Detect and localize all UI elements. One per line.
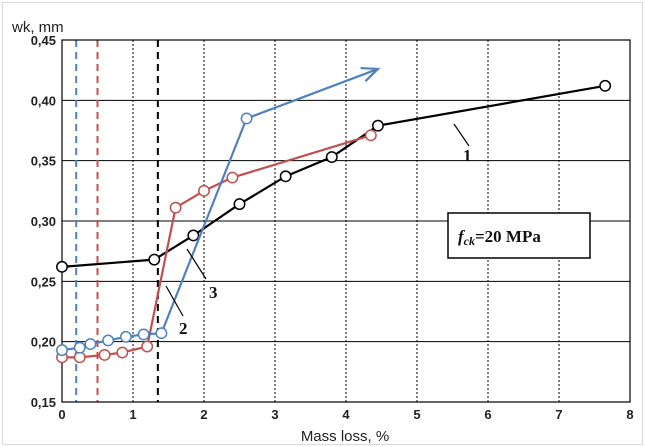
y-tick-label: 0,35 [31, 154, 56, 169]
x-tick-label: 3 [271, 407, 278, 422]
series-2-point [226, 171, 239, 184]
series-3-point [84, 338, 97, 351]
series-1-point [148, 253, 161, 266]
y-axis-title: wk, mm [11, 19, 64, 36]
x-tick-label: 5 [413, 407, 420, 422]
plot-area-border [61, 39, 631, 403]
y-tick-label: 0,20 [31, 335, 56, 350]
series-2-point [116, 346, 129, 359]
series-layer [56, 66, 612, 364]
annotation-f: f [458, 227, 466, 246]
series-2-line [62, 134, 372, 359]
series-1-point [56, 260, 68, 273]
series-1-point [372, 119, 384, 132]
x-tick-label: 8 [626, 407, 633, 422]
series-2-label: 2 [179, 319, 188, 338]
series-2-point [198, 184, 210, 197]
x-axis-title: Mass loss, % [301, 428, 389, 445]
x-tick-label: 7 [555, 407, 562, 422]
series-3-point [137, 328, 150, 341]
y-tick-label: 0,40 [31, 93, 56, 108]
series-1-point [599, 79, 612, 92]
series-3-point [240, 112, 253, 125]
series-3-point [56, 344, 68, 357]
series-1-label: 1 [463, 146, 472, 165]
x-tick-label: 2 [200, 407, 207, 422]
plot-border [61, 39, 631, 403]
series-2-point [364, 129, 377, 142]
series-1-point [233, 198, 246, 211]
annotation-box [447, 212, 591, 259]
series-2-leader [165, 285, 184, 317]
series-2-point [98, 348, 111, 361]
series-2-point [169, 201, 182, 214]
series-3 [56, 66, 381, 357]
x-tick-label: 1 [129, 407, 136, 422]
series-2-point [141, 340, 154, 353]
y-tick-label: 0,30 [31, 214, 56, 229]
tick-labels: 0,15 0,20 0,25 0,30 0,35 0,40 0,45 0 1 2 3 4 5 6 7 8 [31, 33, 634, 422]
x-tick-label: 0 [58, 407, 65, 422]
series-3-point [73, 341, 86, 354]
series-3-leader [186, 248, 207, 280]
series-3-point [155, 327, 168, 340]
series-1-point [279, 170, 292, 183]
series-3-point [119, 330, 132, 343]
series-2 [56, 129, 377, 364]
series-3-label: 3 [209, 283, 218, 302]
y-tick-label: 0,45 [31, 33, 56, 48]
series-3-arrow-head [360, 66, 381, 82]
series-1-leader [453, 123, 470, 147]
annotation-rest: =20 MPa [475, 227, 541, 246]
series-1-point [325, 151, 338, 163]
x-tick-label: 4 [342, 407, 350, 422]
series-3-point [102, 334, 115, 347]
annotation-text: fck=20 MPa [458, 227, 541, 248]
series-2-point [73, 351, 86, 364]
annotation-ck: ck [464, 234, 475, 248]
y-tick-label: 0,25 [31, 274, 56, 289]
x-tick-label: 6 [484, 407, 491, 422]
series-1-point [187, 229, 200, 242]
series-3-arrow-line [246, 67, 379, 120]
y-tick-label: 0,15 [31, 395, 56, 410]
